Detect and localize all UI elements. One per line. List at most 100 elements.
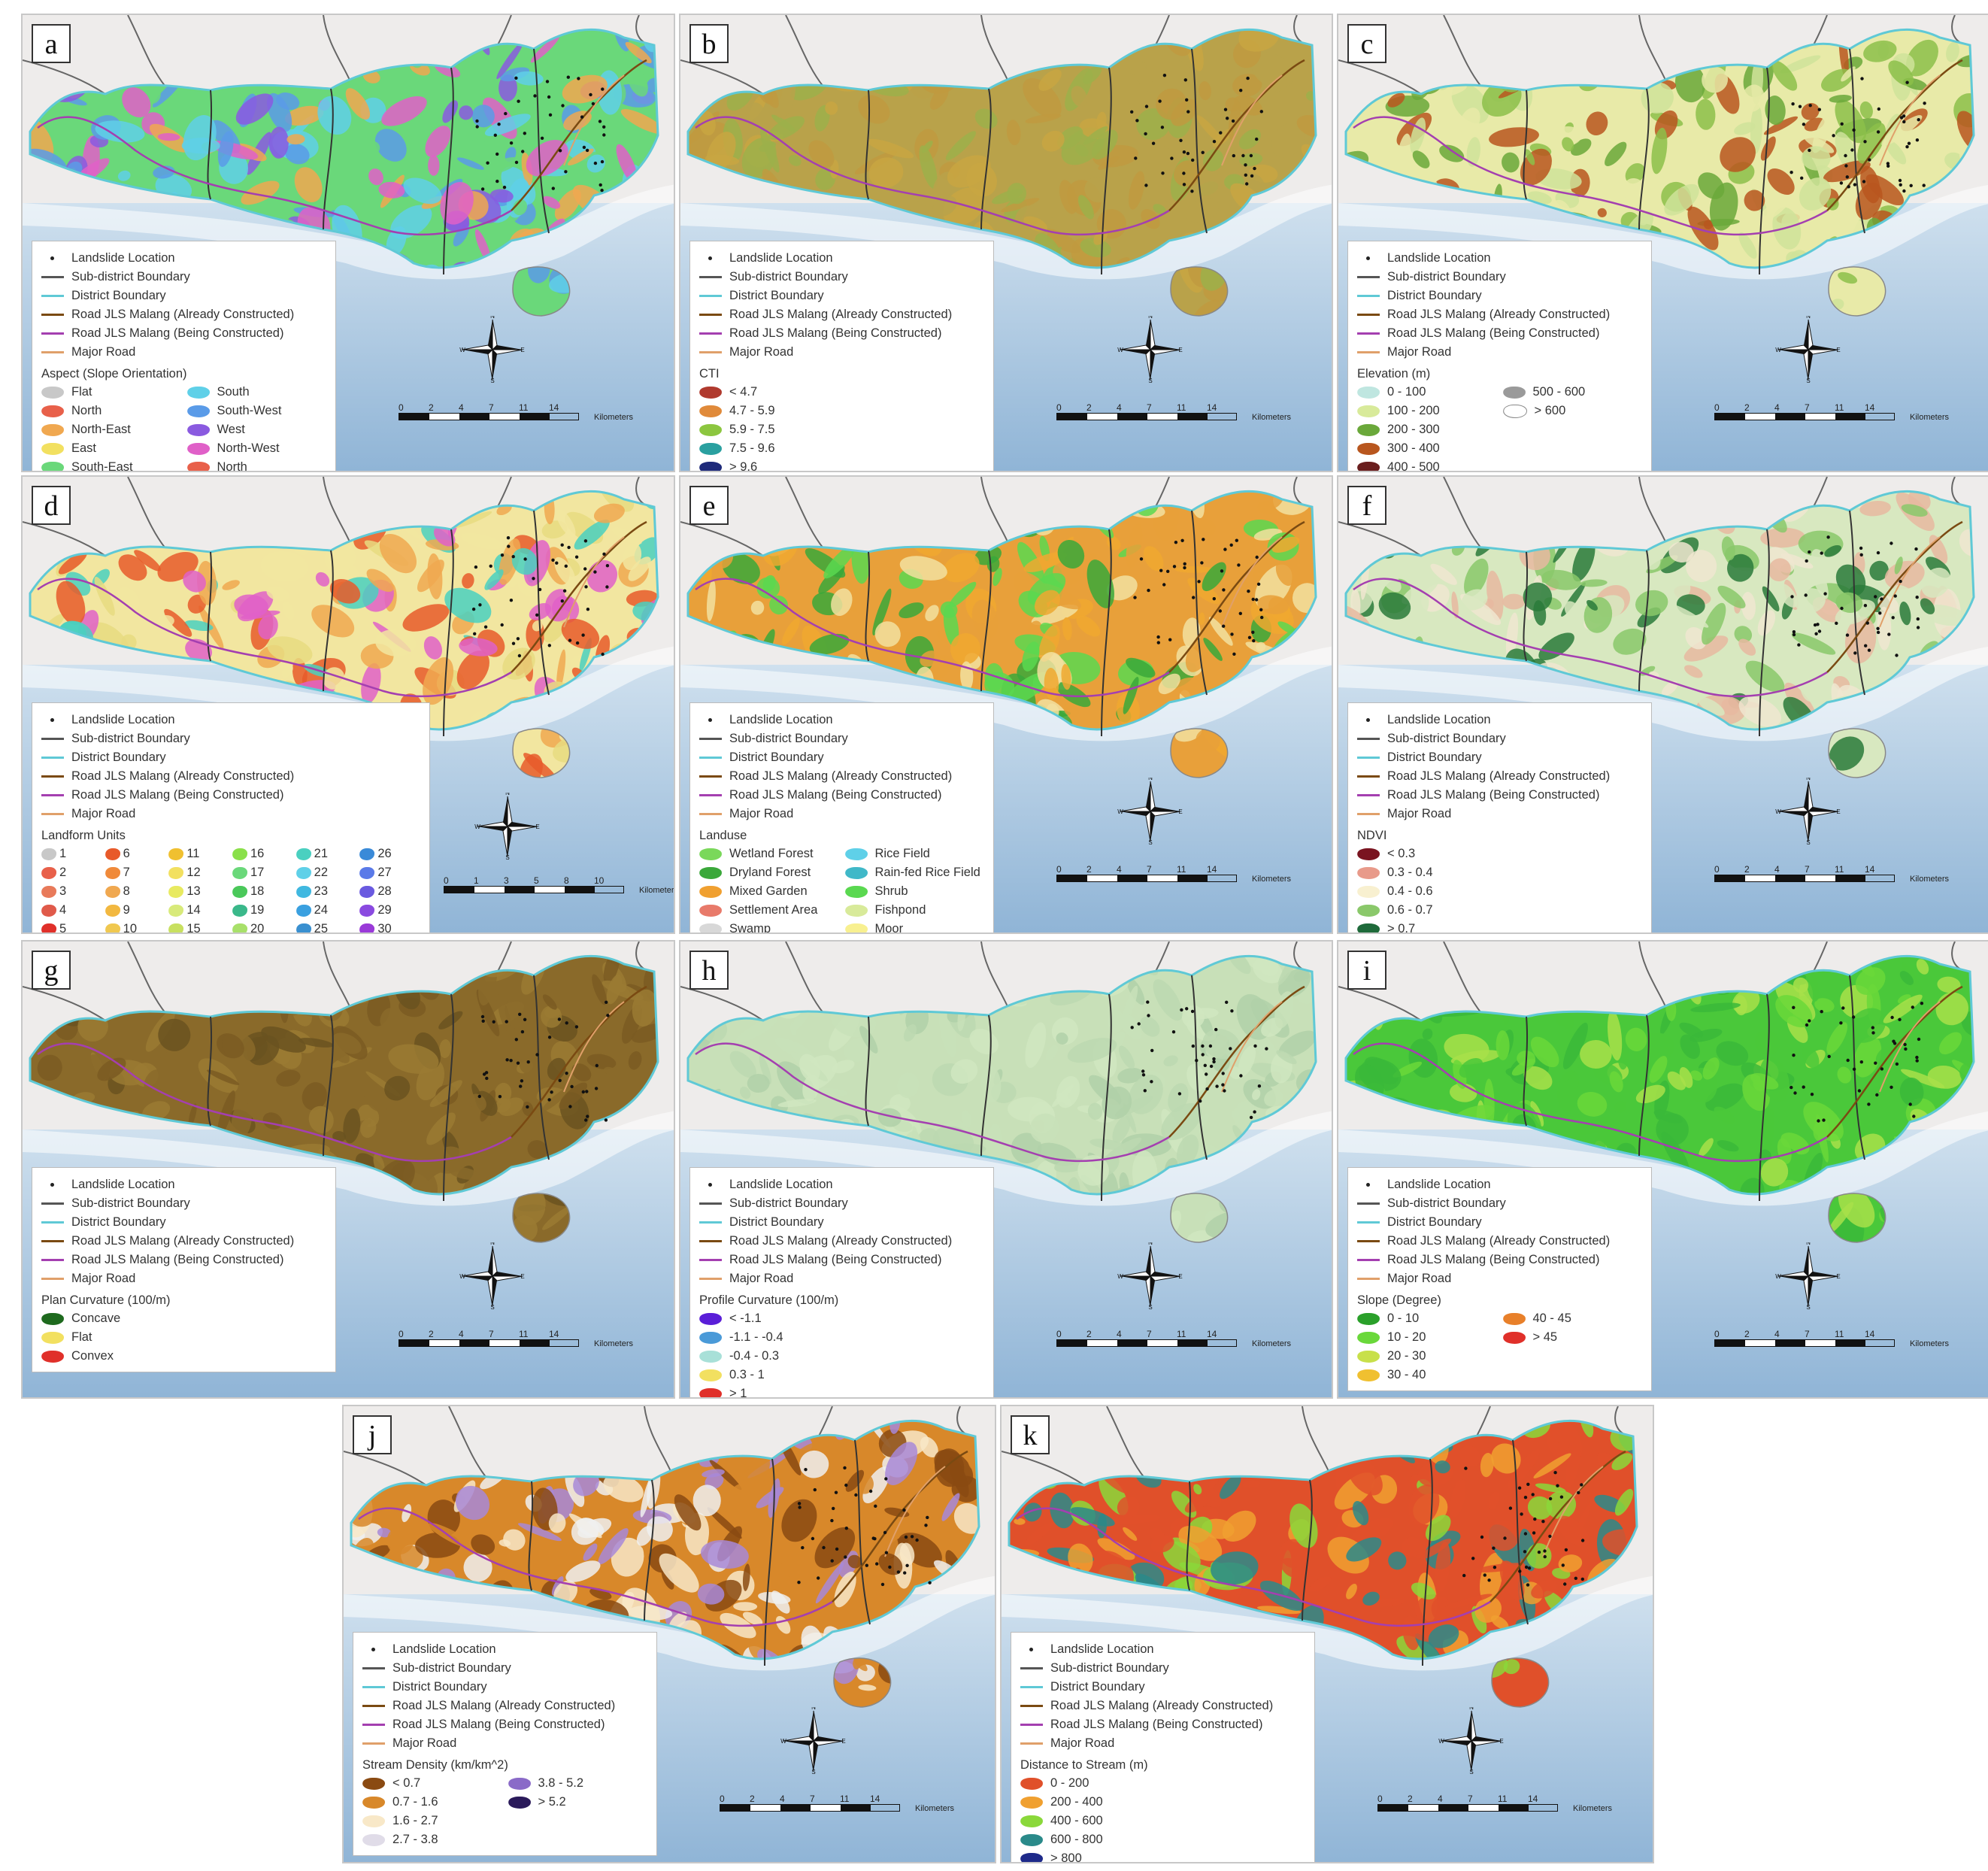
landslide-point (511, 641, 516, 645)
landslide-point (1237, 563, 1241, 567)
line-symbol (1357, 757, 1380, 759)
legend-label: District Boundary (1387, 751, 1482, 764)
scale-bar: 0 2 4 7 11 14 Kilometers (1714, 1329, 1949, 1348)
landslide-point (1902, 120, 1906, 124)
landslide-point (604, 1118, 608, 1122)
landslide-point (1580, 1539, 1585, 1542)
legend-class: 4 (40, 901, 104, 920)
line-symbol (1020, 1667, 1043, 1669)
legend-item-road_building: Road JLS Malang (Being Constructed) (41, 324, 328, 343)
line-symbol (699, 1221, 722, 1224)
scale-label: 0 (399, 1329, 404, 1339)
road-already-constructed (1826, 985, 1963, 1138)
color-swatch (361, 1796, 386, 1809)
district-line (1443, 477, 1482, 549)
north-arrow-icon: N S E W (780, 1707, 845, 1775)
landslide-point (1170, 156, 1174, 160)
panel-letter: e (689, 486, 729, 525)
scale-label: 0 (1377, 1794, 1383, 1804)
scale-label: 4 (1774, 402, 1780, 413)
landslide-point (1790, 1085, 1793, 1090)
legend-item-road_building: Road JLS Malang (Being Constructed) (699, 1251, 986, 1269)
scale-bar: 0 2 4 7 11 14 Kilometers (1714, 402, 1949, 422)
class-label: North (71, 404, 102, 417)
legend-title: Landuse (699, 829, 747, 842)
legend-class: North (185, 458, 329, 471)
legend-title: Elevation (m) (1357, 367, 1431, 381)
scale-label: 14 (1865, 1329, 1875, 1339)
scale-label: 7 (1805, 864, 1810, 875)
landslide-point (1860, 77, 1864, 80)
legend-item-district: District Boundary (41, 1213, 328, 1232)
class-label: > 0.7 (1387, 922, 1416, 934)
landslide-point (605, 585, 609, 589)
landslide-point (1192, 596, 1196, 599)
subdistrict-boundary (854, 1439, 871, 1625)
landslide-point (1197, 580, 1201, 584)
north-arrow-icon: N S E W (1775, 1242, 1840, 1310)
legend-item-landslide: Landslide Location (1357, 249, 1644, 268)
color-swatch (231, 848, 249, 860)
line-symbol (41, 775, 64, 778)
panel-letter: h (689, 951, 729, 990)
district-boundary (350, 1419, 980, 1660)
landslide-point (514, 76, 518, 80)
landslide-point (1917, 1037, 1921, 1042)
class-label: 40 - 45 (1532, 1312, 1571, 1325)
class-label: 1.6 - 2.7 (392, 1814, 438, 1827)
subdistrict-boundary (1523, 89, 1529, 200)
line-symbol (1020, 1686, 1043, 1688)
class-label: > 9.6 (729, 460, 758, 472)
color-swatch (1356, 885, 1381, 898)
landslide-point (813, 1487, 817, 1492)
legend: Landslide Location Sub-district Boundary D… (689, 1167, 994, 1397)
landslide-point (1543, 1549, 1547, 1553)
landslide-point (1177, 1092, 1182, 1096)
landslide-point (1182, 183, 1186, 186)
compass-label-e: E (535, 823, 539, 830)
landslide-point (1533, 1517, 1537, 1521)
subdistrict-boundary (1638, 550, 1650, 692)
landslide-point (1183, 78, 1187, 82)
landslide-point (482, 1072, 486, 1076)
line-symbol (1357, 1202, 1380, 1205)
road-already-constructed (1489, 1450, 1626, 1603)
legend: Landslide Location Sub-district Boundary D… (32, 241, 336, 471)
legend-class: 10 (103, 920, 168, 932)
landslide-point (1839, 181, 1844, 185)
landslide-point (834, 1490, 838, 1494)
legend-class: > 45 (1501, 1328, 1644, 1347)
landslide-point (1891, 616, 1895, 620)
legend-class: 0.6 - 0.7 (1356, 901, 1644, 920)
legend-item-major_road: Major Road (41, 1269, 328, 1288)
landslide-point (1222, 588, 1226, 592)
landslide-point (1863, 604, 1868, 608)
landslide-point (1537, 1550, 1541, 1554)
map-panel-e: e Landslide Location Sub-district Boundary… (679, 475, 1333, 934)
landslide-point (1230, 1009, 1234, 1013)
scale-label: 11 (1835, 402, 1844, 413)
landslide-point (1229, 543, 1233, 547)
road-already-constructed (511, 59, 647, 211)
scale-label: 0 (399, 402, 404, 413)
legend: Landslide Location Sub-district Boundary D… (1347, 1167, 1652, 1391)
legend-item-subdistrict: Sub-district Boundary (699, 1194, 986, 1213)
landslide-point (1871, 1031, 1875, 1035)
legend-title: Landform Units (41, 829, 126, 842)
class-label: 27 (377, 866, 392, 879)
landslide-point (1548, 1496, 1553, 1501)
landslide-point (1820, 551, 1823, 555)
landslide-point (475, 119, 479, 123)
landslide-point (1915, 1055, 1919, 1060)
road-being-constructed (1016, 1507, 1491, 1627)
major-road (1221, 74, 1283, 166)
landslide-point (865, 1563, 868, 1567)
landslide-point (1802, 1085, 1805, 1089)
line-symbol (1357, 775, 1380, 778)
legend-item-subdistrict: Sub-district Boundary (41, 1194, 328, 1213)
legend-item-district: District Boundary (1357, 1213, 1644, 1232)
legend-class: 14 (167, 901, 231, 920)
major-road (1221, 1001, 1283, 1093)
compass-label-s: S (1806, 1304, 1810, 1310)
